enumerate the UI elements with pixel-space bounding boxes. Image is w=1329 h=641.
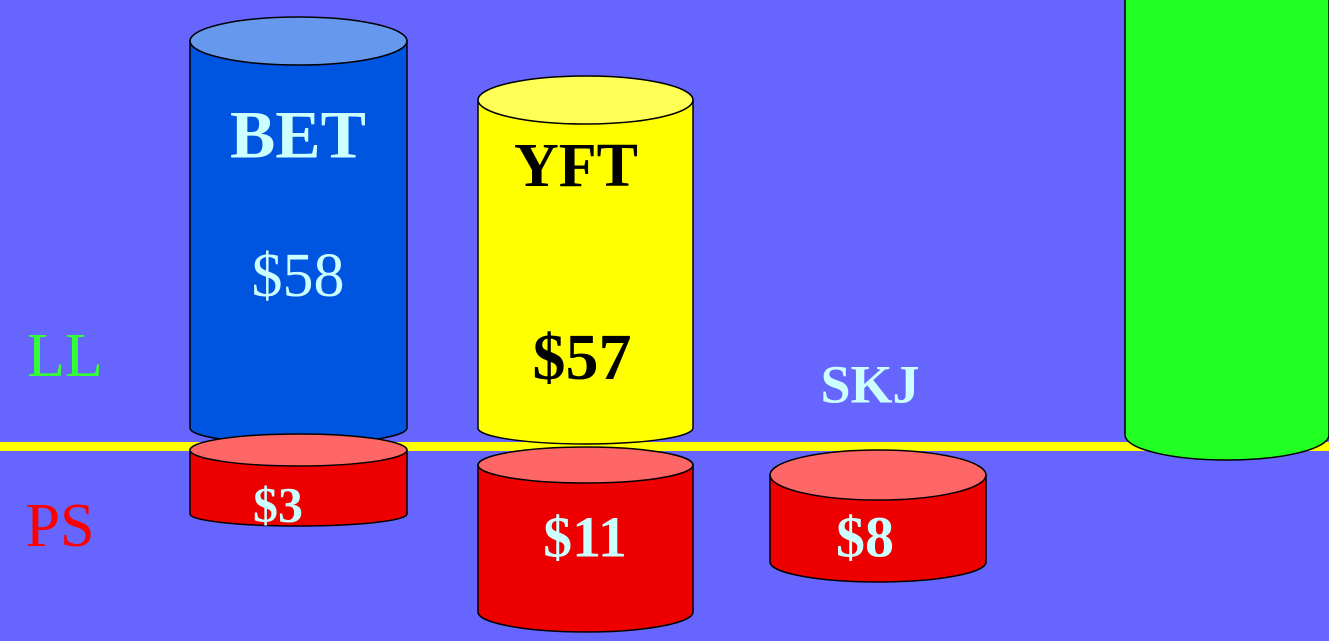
bet-ps-top: [189, 433, 408, 467]
yft-ps-cylinder: [477, 464, 694, 633]
value-label: $8: [836, 504, 894, 569]
skj-ps-cylinder: [769, 474, 987, 583]
value-label: $57: [533, 321, 632, 394]
row-label: LL: [27, 322, 103, 390]
bet-ps-cylinder: [189, 449, 408, 527]
bet-ll-top: [189, 16, 408, 66]
green-cylinder: [1124, 0, 1329, 461]
yft-ll-cylinder: [477, 99, 694, 445]
value-label: $11: [543, 504, 627, 569]
row-label: PS: [26, 492, 95, 560]
value-label: $3: [253, 476, 303, 532]
value-label: $58: [252, 242, 345, 310]
species-label: SKJ: [820, 354, 919, 414]
skj-ps-top: [769, 449, 987, 501]
species-label: YFT: [514, 132, 638, 200]
yft-ps-top: [477, 446, 694, 484]
yft-ll-top: [477, 75, 694, 125]
species-label: BET: [230, 97, 366, 173]
divider-line: [0, 442, 1329, 451]
